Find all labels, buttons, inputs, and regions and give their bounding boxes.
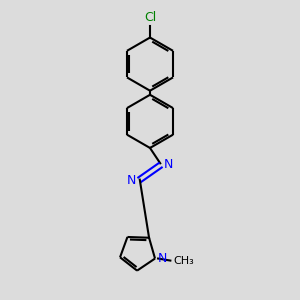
Text: N: N	[127, 174, 136, 187]
Text: N: N	[158, 252, 167, 265]
Text: N: N	[164, 158, 173, 171]
Text: Cl: Cl	[144, 11, 156, 24]
Text: CH₃: CH₃	[173, 256, 194, 266]
